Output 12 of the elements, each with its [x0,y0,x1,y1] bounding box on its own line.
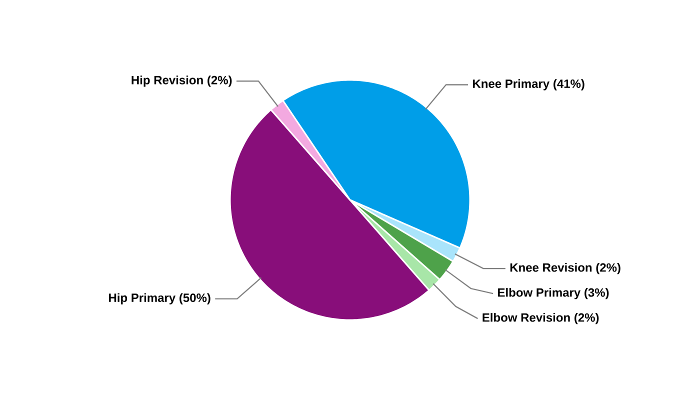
data-label: (2%) [208,76,232,87]
data-label: (41%) [554,79,584,90]
data-label: (3%) [584,288,609,300]
slice-label: Elbow Primary [498,288,581,300]
data-label: (2%) [596,262,620,274]
slice-label: Hip Primary [109,293,176,304]
slice-label: Elbow Revision [482,312,570,322]
slice-label: Hip Revision [132,76,203,87]
data-label: (50%) [180,293,210,304]
slice-label: Knee Primary [473,79,550,90]
data-label: (2%) [574,312,599,324]
slice-label: Knee Revision [510,262,592,272]
